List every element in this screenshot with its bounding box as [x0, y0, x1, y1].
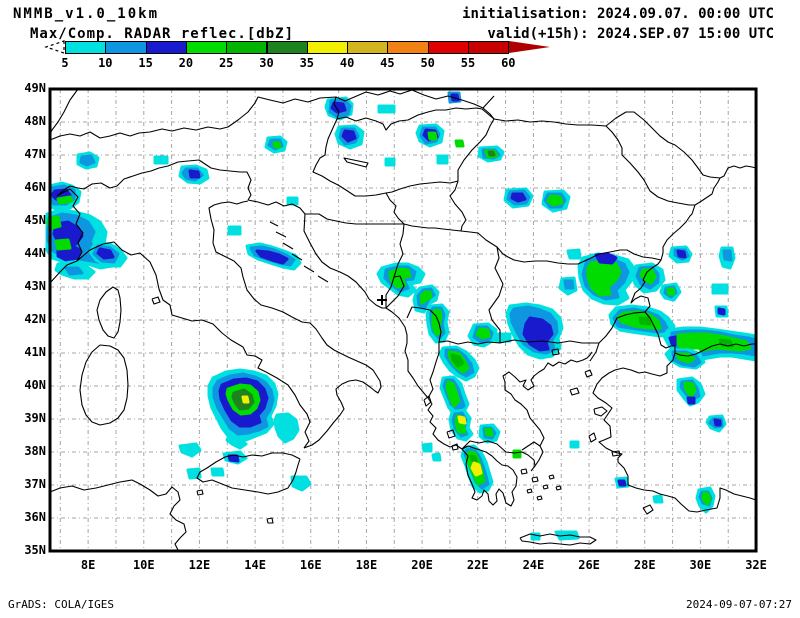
lat-tick-label: 48N — [24, 114, 46, 128]
colorbar-segment — [185, 41, 228, 54]
lon-tick-label: 20E — [411, 558, 433, 572]
colorbar-segment — [387, 41, 429, 54]
legend-label: Max/Comp. RADAR reflec.[dbZ] — [30, 26, 295, 42]
lat-tick-label: 39N — [24, 411, 46, 425]
colorbar-tick-label: 25 — [218, 56, 234, 70]
lat-tick-label: 49N — [24, 81, 46, 95]
lat-tick-label: 44N — [24, 246, 46, 260]
colorbar-tick-label: 5 — [61, 56, 69, 70]
lat-tick-label: 46N — [24, 180, 46, 194]
lat-tick-label: 45N — [24, 213, 46, 227]
colorbar-tick-label: 50 — [420, 56, 435, 70]
lon-tick-label: 14E — [244, 558, 266, 572]
lat-tick-label: 35N — [24, 543, 46, 557]
lat-tick-label: 37N — [24, 477, 46, 491]
map-frame — [48, 87, 758, 553]
lat-tick-label: 41N — [24, 345, 46, 359]
lat-tick-label: 42N — [24, 312, 46, 326]
valid-time: valid(+15h): 2024.SEP.07 15:00 UTC — [487, 26, 774, 42]
lat-tick-label: 36N — [24, 510, 46, 524]
colorbar-tick-label: 35 — [299, 56, 315, 70]
colorbar-segment — [306, 41, 349, 54]
colorbar-tick-label: 60 — [501, 56, 516, 70]
lon-tick-label: 16E — [299, 558, 322, 572]
lon-tick-label: 18E — [355, 558, 378, 572]
lat-tick-label: 43N — [24, 279, 46, 293]
colorbar-tick-label: 30 — [259, 56, 274, 70]
lat-tick-label: 40N — [24, 378, 46, 392]
lon-tick-label: 22E — [466, 558, 489, 572]
lon-tick-label: 30E — [689, 558, 712, 572]
colorbar-tick-label: 45 — [380, 56, 395, 70]
colorbar-tick-label: 40 — [339, 56, 355, 70]
creation-timestamp: 2024-09-07-07:27 — [686, 598, 792, 611]
colorbar-segment — [266, 41, 308, 54]
lon-tick-label: 10E — [132, 558, 155, 572]
colorbar-segment — [347, 41, 389, 54]
colorbar-segment — [226, 41, 268, 54]
colorbar-tick-label: 15 — [138, 56, 153, 70]
lon-tick-label: 24E — [522, 558, 545, 572]
colorbar-tick-label: 55 — [460, 56, 476, 70]
lon-tick-label: 32E — [745, 558, 767, 572]
lon-tick-label: 26E — [578, 558, 600, 572]
colorbar-tick-label: 20 — [178, 56, 194, 70]
lat-tick-label: 38N — [24, 444, 46, 458]
lon-tick-label: 12E — [188, 558, 211, 572]
colorbar-segment — [105, 41, 147, 54]
lon-tick-label: 28E — [633, 558, 656, 572]
coastlines-borders — [49, 88, 757, 551]
colorbar-segment — [145, 41, 187, 54]
colorbar-tick-label: 10 — [98, 56, 113, 70]
lon-tick-label: 8E — [80, 558, 96, 572]
colorbar-underflow-arrow — [44, 40, 65, 54]
initialisation-time: initialisation: 2024.09.07. 00:00 UTC — [462, 6, 774, 22]
model-title: NMMB_v1.0_10km — [13, 6, 160, 22]
colorbar-overflow-arrow — [509, 41, 550, 53]
colorbar-segment — [468, 41, 510, 54]
station-plus-marker — [377, 295, 387, 305]
colorbar-segment — [65, 41, 107, 54]
grads-credit: GrADS: COLA/IGES — [8, 598, 114, 611]
radar-cells — [45, 91, 758, 541]
lat-tick-label: 47N — [24, 147, 46, 161]
colorbar-segment — [427, 41, 469, 54]
